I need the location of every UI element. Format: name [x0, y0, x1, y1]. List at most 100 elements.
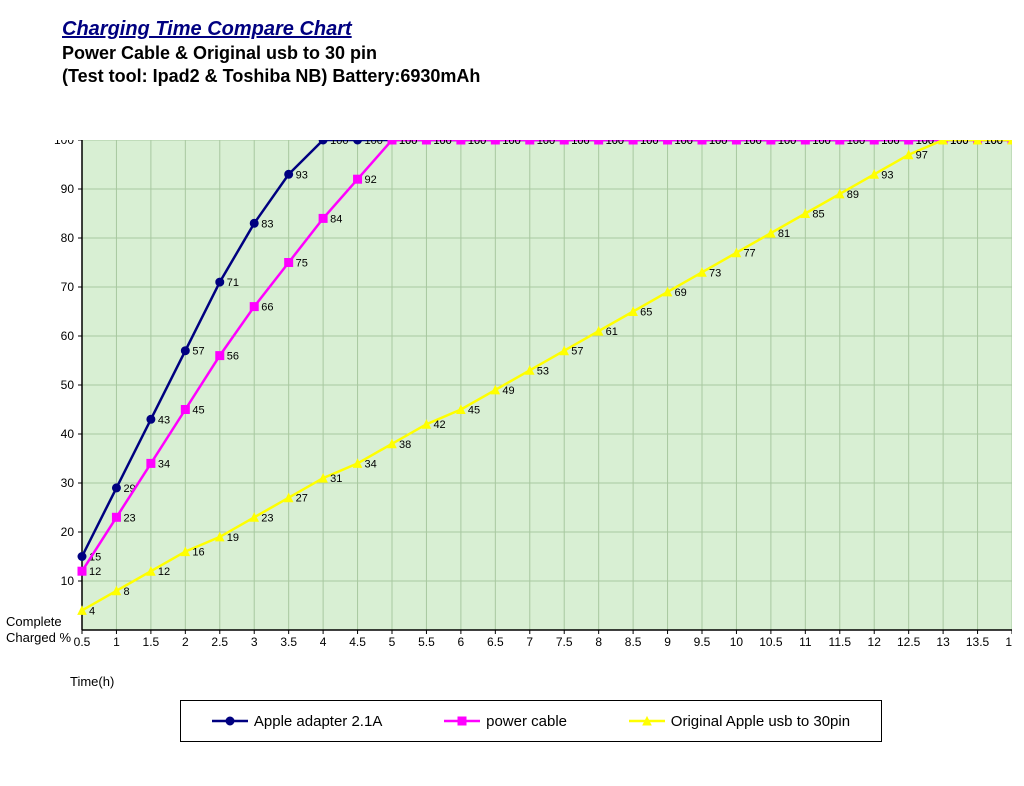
marker-square [905, 140, 913, 144]
data-label: 42 [433, 419, 445, 431]
data-label: 89 [847, 189, 859, 201]
title-block: Charging Time Compare Chart Power Cable … [62, 18, 480, 87]
data-label: 77 [743, 248, 755, 260]
x-tick-label: 7 [526, 635, 533, 649]
marker-circle [78, 553, 86, 561]
data-label: 45 [468, 405, 480, 417]
marker-triangle [939, 140, 947, 144]
data-label: 34 [158, 458, 170, 470]
marker-circle [354, 140, 362, 144]
data-label: 97 [916, 150, 928, 162]
data-label: 43 [158, 414, 170, 426]
data-label: 49 [502, 385, 514, 397]
marker-square [147, 459, 155, 467]
marker-square [767, 140, 775, 144]
data-label: 66 [261, 302, 273, 314]
legend-label: Original Apple usb to 30pin [671, 713, 850, 730]
x-tick-label: 6.5 [487, 635, 504, 649]
marker-square [112, 513, 120, 521]
chart-svg: 1020304050607080901000.511.522.533.544.5… [12, 140, 1012, 700]
x-tick-label: 13.5 [966, 635, 990, 649]
x-tick-label: 6 [458, 635, 465, 649]
data-label: 27 [296, 493, 308, 505]
data-label: 100 [571, 140, 589, 147]
y-axis-label-text: CompleteCharged % [6, 614, 71, 645]
data-label: 100 [502, 140, 520, 147]
marker-square [595, 140, 603, 144]
marker-circle [147, 415, 155, 423]
legend-item: Apple adapter 2.1A [212, 713, 382, 730]
marker-triangle [974, 140, 982, 144]
marker-square [560, 140, 568, 144]
marker-square [457, 140, 465, 144]
x-tick-label: 12.5 [897, 635, 921, 649]
marker-square [836, 140, 844, 144]
legend-swatch [212, 714, 248, 728]
marker-circle [216, 278, 224, 286]
y-axis-label: CompleteCharged % [6, 614, 71, 645]
data-label: 12 [158, 566, 170, 578]
data-label: 85 [812, 209, 824, 221]
data-label: 19 [227, 532, 239, 544]
marker-circle [226, 717, 234, 725]
marker-square [319, 214, 327, 222]
marker-square [285, 259, 293, 267]
x-tick-label: 2 [182, 635, 189, 649]
data-label: 100 [950, 140, 968, 147]
x-tick-label: 2.5 [211, 635, 228, 649]
y-tick-label: 10 [61, 574, 75, 588]
marker-circle [319, 140, 327, 144]
x-tick-label: 9.5 [694, 635, 711, 649]
data-label: 81 [778, 228, 790, 240]
title-sub2: (Test tool: Ipad2 & Toshiba NB) Battery:… [62, 66, 480, 87]
data-label: 100 [778, 140, 796, 147]
data-label: 100 [433, 140, 451, 147]
data-label: 61 [606, 326, 618, 338]
data-label: 53 [537, 365, 549, 377]
x-tick-label: 1.5 [143, 635, 160, 649]
data-label: 100 [365, 140, 383, 147]
data-label: 93 [881, 169, 893, 181]
marker-square [78, 567, 86, 575]
marker-square [491, 140, 499, 144]
data-label: 16 [192, 547, 204, 559]
data-label: 45 [192, 405, 204, 417]
data-label: 57 [192, 346, 204, 358]
x-tick-label: 10 [730, 635, 744, 649]
marker-square [526, 140, 534, 144]
data-label: 100 [812, 140, 830, 147]
legend-item: Original Apple usb to 30pin [629, 713, 850, 730]
legend: Apple adapter 2.1A power cable Original Ap… [180, 700, 882, 742]
y-tick-label: 40 [61, 427, 75, 441]
x-tick-label: 1 [113, 635, 120, 649]
legend-swatch [444, 714, 480, 728]
data-label: 71 [227, 277, 239, 289]
y-tick-label: 30 [61, 476, 75, 490]
data-label: 100 [330, 140, 348, 147]
data-label: 34 [365, 458, 377, 470]
y-tick-label: 70 [61, 280, 75, 294]
marker-square [732, 140, 740, 144]
x-tick-label: 11 [799, 635, 812, 649]
data-label: 8 [123, 586, 129, 598]
legend-label: power cable [486, 713, 567, 730]
x-tick-label: 12 [868, 635, 882, 649]
x-tick-label: 9 [664, 635, 671, 649]
x-tick-label: 4.5 [349, 635, 366, 649]
marker-square [801, 140, 809, 144]
marker-square [354, 175, 362, 183]
data-label: 100 [985, 140, 1003, 147]
x-tick-label: 7.5 [556, 635, 573, 649]
data-label: 56 [227, 351, 239, 363]
data-label: 100 [537, 140, 555, 147]
chart-area: 1020304050607080901000.511.522.533.544.5… [12, 140, 1012, 700]
marker-square [698, 140, 706, 144]
marker-circle [112, 484, 120, 492]
title-sub1: Power Cable & Original usb to 30 pin [62, 43, 480, 64]
data-label: 31 [330, 473, 342, 485]
marker-square [181, 406, 189, 414]
marker-square [388, 140, 396, 144]
x-axis-label: Time(h) [70, 674, 114, 689]
data-label: 100 [881, 140, 899, 147]
data-label: 83 [261, 218, 273, 230]
